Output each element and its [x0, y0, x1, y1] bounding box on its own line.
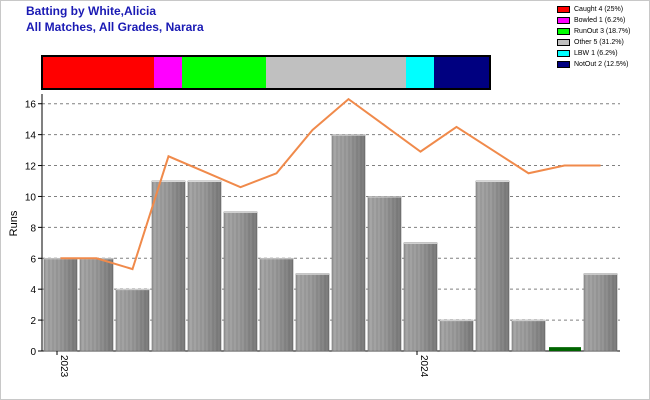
y-tick-label: 16: [25, 100, 37, 111]
bar-texture: [476, 181, 509, 351]
bar-texture: [152, 181, 185, 351]
bar-texture: [512, 320, 545, 351]
dismissal-bar-border: [41, 55, 491, 90]
legend-swatch: [557, 39, 570, 46]
bar-texture: [332, 134, 365, 351]
bar-texture: [188, 181, 221, 351]
chart-subtitle: All Matches, All Grades, Narara: [26, 20, 204, 34]
legend-label: RunOut 3 (18.7%): [574, 28, 631, 35]
dismissal-segment-bowled: [154, 56, 182, 89]
chart-title: Batting by White,Alicia: [26, 4, 157, 18]
legend-label: LBW 1 (6.2%): [574, 50, 618, 57]
bar-texture: [80, 258, 113, 351]
dismissal-segment-other: [266, 56, 406, 89]
legend-label: Other 5 (31.2%): [574, 39, 624, 46]
legend-label: Bowled 1 (6.2%): [574, 17, 626, 24]
bar-texture: [440, 320, 473, 351]
bar-texture: [296, 273, 329, 351]
legend-swatch: [557, 61, 570, 68]
legend-swatch: [557, 17, 570, 24]
y-axis-label: Runs: [8, 210, 20, 236]
legend-label: Caught 4 (25%): [574, 6, 624, 13]
trend-line: [60, 97, 601, 271]
legend-swatch: [557, 50, 570, 57]
bar-texture: [260, 258, 293, 351]
legend-label: NotOut 2 (12.5%): [574, 61, 629, 68]
legend-swatch: [557, 6, 570, 13]
bar-texture: [404, 242, 437, 351]
bar-texture: [368, 196, 401, 351]
dismissal-segment-notout: [434, 56, 490, 89]
y-tick-label: 0: [30, 347, 36, 358]
x-tick-label: 2023: [58, 355, 69, 378]
bar-texture: [116, 289, 149, 351]
y-tick-label: 10: [25, 192, 37, 203]
y-tick-label: 4: [30, 285, 36, 296]
y-tick-label: 12: [25, 162, 37, 173]
bar-texture: [44, 258, 77, 351]
dismissal-segment-runout: [182, 56, 266, 89]
y-tick-label: 2: [30, 316, 36, 327]
y-tick-label: 6: [30, 254, 36, 265]
legend-swatch: [557, 28, 570, 35]
bar-texture: [584, 273, 617, 351]
y-tick-label: 8: [30, 223, 36, 234]
dismissal-segment-caught: [42, 56, 154, 89]
bar-texture: [224, 211, 257, 351]
dismissal-segment-lbw: [406, 56, 434, 89]
y-tick-label: 14: [25, 131, 37, 142]
x-tick-label: 2024: [418, 355, 429, 378]
bar: [549, 347, 581, 351]
